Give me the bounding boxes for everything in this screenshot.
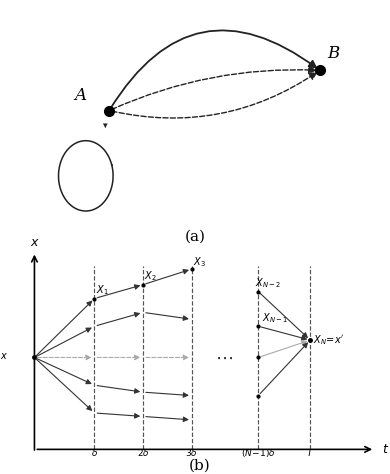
FancyArrowPatch shape xyxy=(37,359,92,410)
FancyArrowPatch shape xyxy=(37,328,91,356)
FancyArrowPatch shape xyxy=(112,66,316,109)
Text: $x_0\!=\!x$: $x_0\!=\!x$ xyxy=(0,352,9,364)
Text: (b): (b) xyxy=(189,459,211,473)
Text: $X_{N-1}$: $X_{N-1}$ xyxy=(262,311,288,325)
FancyArrowPatch shape xyxy=(261,341,307,356)
FancyArrowPatch shape xyxy=(97,285,139,298)
Text: $\delta$: $\delta$ xyxy=(91,447,98,458)
FancyArrowPatch shape xyxy=(261,327,306,340)
FancyArrowPatch shape xyxy=(97,386,139,393)
FancyArrowPatch shape xyxy=(260,343,307,393)
FancyArrowPatch shape xyxy=(36,301,92,356)
Text: $X_N\!=\!x^{\prime}$: $X_N\!=\!x^{\prime}$ xyxy=(314,333,345,347)
FancyArrowPatch shape xyxy=(146,392,188,397)
Text: $T$: $T$ xyxy=(306,447,314,458)
Text: (a): (a) xyxy=(184,230,206,244)
FancyArrowPatch shape xyxy=(146,355,188,360)
Text: $X_1$: $X_1$ xyxy=(96,283,108,297)
FancyArrowPatch shape xyxy=(146,417,188,421)
FancyArrowPatch shape xyxy=(97,355,139,360)
Text: $X_{N-2}$: $X_{N-2}$ xyxy=(255,276,281,290)
FancyArrowPatch shape xyxy=(97,312,139,326)
Text: $(N\!-\!1)\delta$: $(N\!-\!1)\delta$ xyxy=(241,447,276,459)
FancyArrowPatch shape xyxy=(37,359,91,383)
Text: $x$: $x$ xyxy=(30,237,39,249)
FancyArrowPatch shape xyxy=(111,30,316,108)
Text: $X_3$: $X_3$ xyxy=(193,255,206,269)
FancyArrowPatch shape xyxy=(146,270,188,284)
Text: B: B xyxy=(328,45,340,62)
Text: $2\delta$: $2\delta$ xyxy=(137,447,149,458)
Text: A: A xyxy=(74,88,86,104)
FancyArrowPatch shape xyxy=(37,355,90,360)
FancyArrowPatch shape xyxy=(260,293,307,337)
Text: $\cdots$: $\cdots$ xyxy=(215,348,233,366)
FancyArrowPatch shape xyxy=(97,413,139,418)
Text: $3\delta$: $3\delta$ xyxy=(185,447,198,458)
FancyArrowPatch shape xyxy=(112,73,316,118)
Text: $t$: $t$ xyxy=(381,443,389,456)
Text: $X_2$: $X_2$ xyxy=(144,269,157,283)
FancyArrowPatch shape xyxy=(146,313,188,320)
